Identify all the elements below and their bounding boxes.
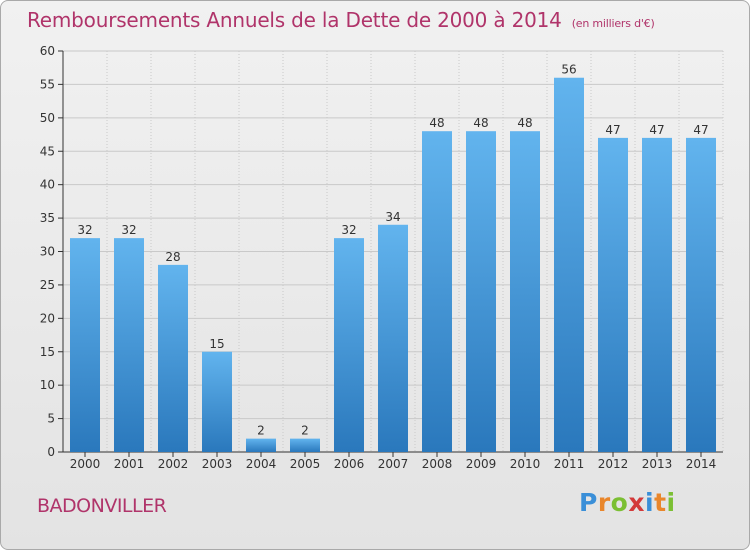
x-tick-label: 2002 bbox=[158, 457, 189, 471]
bar bbox=[554, 77, 584, 452]
bar-value-label: 32 bbox=[341, 223, 356, 237]
x-tick-label: 2006 bbox=[334, 457, 365, 471]
bar bbox=[686, 137, 716, 452]
bar bbox=[642, 137, 672, 452]
bar-value-label: 34 bbox=[385, 210, 400, 224]
x-tick-label: 2010 bbox=[510, 457, 541, 471]
bar bbox=[334, 238, 364, 452]
chart-unit: (en milliers d'€) bbox=[571, 17, 655, 30]
y-tick-label: 10 bbox=[40, 378, 55, 392]
y-tick-label: 50 bbox=[40, 111, 55, 125]
y-tick-label: 30 bbox=[40, 245, 55, 259]
x-tick-label: 2004 bbox=[246, 457, 277, 471]
y-tick-label: 45 bbox=[40, 144, 55, 158]
bar-value-label: 32 bbox=[121, 223, 136, 237]
bar-value-label: 56 bbox=[561, 63, 576, 77]
x-tick-label: 2014 bbox=[686, 457, 717, 471]
bar-value-label: 48 bbox=[473, 116, 488, 130]
x-tick-label: 2003 bbox=[202, 457, 233, 471]
bar bbox=[246, 438, 276, 452]
x-tick-label: 2012 bbox=[598, 457, 629, 471]
bar-value-label: 2 bbox=[301, 424, 309, 438]
logo-letter: i bbox=[645, 488, 655, 517]
bar bbox=[70, 238, 100, 452]
logo-letter: x bbox=[628, 488, 645, 517]
bar-value-label: 47 bbox=[649, 123, 664, 137]
commune-name: BADONVILLER bbox=[37, 495, 167, 517]
x-tick-label: 2011 bbox=[554, 457, 585, 471]
bar bbox=[114, 238, 144, 452]
bar bbox=[378, 224, 408, 452]
y-tick-label: 60 bbox=[40, 44, 55, 58]
proxiti-logo: Proxiti bbox=[579, 488, 676, 517]
chart-title-text: Remboursements Annuels de la Dette de 20… bbox=[27, 8, 562, 32]
y-tick-label: 40 bbox=[40, 178, 55, 192]
bar-value-label: 47 bbox=[693, 123, 708, 137]
bar-value-label: 15 bbox=[209, 337, 224, 351]
logo-letter: i bbox=[666, 488, 676, 517]
logo-letter: r bbox=[597, 488, 611, 517]
x-tick-label: 2007 bbox=[378, 457, 409, 471]
bar bbox=[290, 438, 320, 452]
x-tick-label: 2001 bbox=[114, 457, 145, 471]
x-tick-label: 2013 bbox=[642, 457, 673, 471]
bar bbox=[202, 351, 232, 452]
labels: 0 5 10 15 20 25 30 35 40 45 50 55 60 32 2000 32 2001 28 20… bbox=[40, 44, 717, 471]
bar-value-label: 48 bbox=[429, 116, 444, 130]
x-tick-label: 2005 bbox=[290, 457, 321, 471]
logo-letter: t bbox=[654, 488, 667, 517]
bar bbox=[466, 131, 496, 452]
y-tick-label: 55 bbox=[40, 77, 55, 91]
y-tick-label: 35 bbox=[40, 211, 55, 225]
x-tick-label: 2009 bbox=[466, 457, 497, 471]
y-tick-label: 15 bbox=[40, 345, 55, 359]
logo-letter: o bbox=[610, 488, 629, 517]
y-tick-label: 20 bbox=[40, 311, 55, 325]
bar bbox=[510, 131, 540, 452]
x-tick-label: 2008 bbox=[422, 457, 453, 471]
bars bbox=[70, 77, 716, 452]
bar bbox=[422, 131, 452, 452]
y-tick-label: 5 bbox=[47, 412, 55, 426]
bar-value-label: 28 bbox=[165, 250, 180, 264]
bar bbox=[598, 137, 628, 452]
bar-value-label: 47 bbox=[605, 123, 620, 137]
x-tick-label: 2000 bbox=[70, 457, 101, 471]
bar bbox=[158, 264, 188, 452]
bar-value-label: 48 bbox=[517, 116, 532, 130]
bar-value-label: 32 bbox=[77, 223, 92, 237]
y-tick-label: 25 bbox=[40, 278, 55, 292]
y-tick-label: 0 bbox=[47, 445, 55, 459]
logo-letter: P bbox=[579, 488, 598, 517]
bar-value-label: 2 bbox=[257, 424, 265, 438]
chart-title: Remboursements Annuels de la Dette de 20… bbox=[27, 8, 655, 32]
